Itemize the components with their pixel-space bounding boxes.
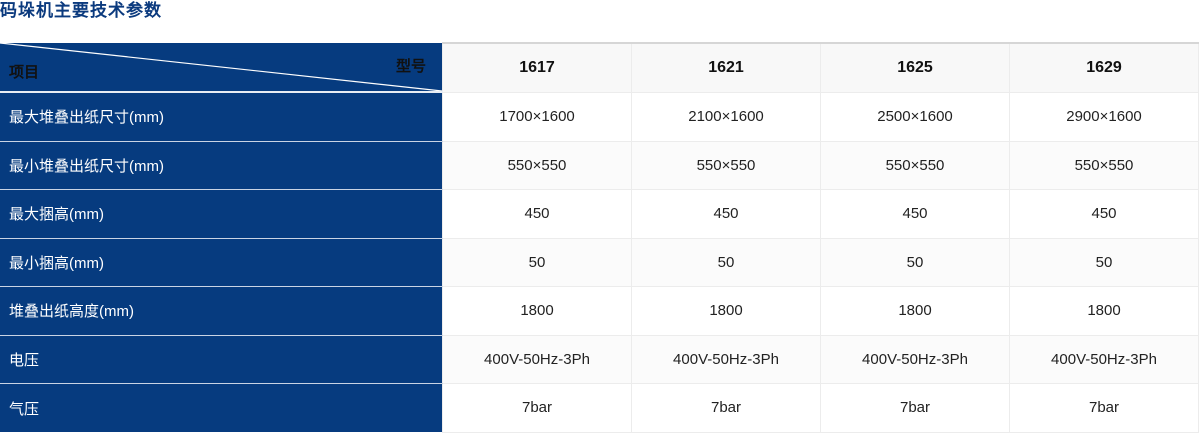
- table-row: 最小捆高(mm) 50 50 50 50: [0, 237, 1199, 287]
- table-cell: 550×550: [820, 140, 1010, 190]
- table-row: 最小堆叠出纸尺寸(mm) 550×550 550×550 550×550 550×550: [0, 140, 1199, 190]
- table-cell: 1800: [820, 286, 1010, 336]
- table-row: 气压 7bar 7bar 7bar 7bar: [0, 383, 1199, 433]
- table-cell: 7bar: [442, 383, 632, 433]
- table-cell: 1800: [1009, 286, 1199, 336]
- spec-table: 项目 型号 1617 1621 1625 1629 最大堆叠出纸尺寸(mm) 17…: [0, 42, 1199, 433]
- table-cell: 550×550: [1009, 140, 1199, 190]
- table-row: 电压 400V-50Hz-3Ph 400V-50Hz-3Ph 400V-50Hz-3P…: [0, 334, 1199, 384]
- table-cell: 400V-50Hz-3Ph: [631, 334, 821, 384]
- row-label: 气压: [0, 383, 443, 432]
- table-cell: 7bar: [820, 383, 1010, 433]
- table-cell: 2900×1600: [1009, 91, 1199, 142]
- table-cell: 1800: [631, 286, 821, 336]
- row-label: 最大捆高(mm): [0, 189, 443, 239]
- diagonal-divider: [0, 43, 442, 91]
- table-row: 堆叠出纸高度(mm) 1800 1800 1800 1800: [0, 286, 1199, 336]
- row-label: 最小捆高(mm): [0, 238, 443, 287]
- row-label: 最大堆叠出纸尺寸(mm): [0, 92, 443, 142]
- page-title: 码垛机主要技术参数: [0, 1, 162, 20]
- table-cell: 400V-50Hz-3Ph: [1009, 334, 1199, 384]
- table-cell: 50: [442, 237, 632, 287]
- table-cell: 400V-50Hz-3Ph: [820, 334, 1010, 384]
- table-cell: 450: [631, 189, 821, 239]
- table-cell: 1700×1600: [442, 91, 632, 142]
- header-row: 项目 型号 1617 1621 1625 1629: [0, 42, 1199, 93]
- table-cell: 50: [631, 237, 821, 287]
- corner-cell: 项目 型号: [0, 43, 443, 93]
- table-cell: 450: [820, 189, 1010, 239]
- table-cell: 550×550: [631, 140, 821, 190]
- model-header: 1621: [631, 42, 821, 93]
- table-cell: 7bar: [631, 383, 821, 433]
- table-cell: 400V-50Hz-3Ph: [442, 334, 632, 384]
- row-label: 堆叠出纸高度(mm): [0, 286, 443, 336]
- table-row: 最大捆高(mm) 450 450 450 450: [0, 189, 1199, 239]
- corner-col-label: 型号: [395, 58, 426, 75]
- row-label: 电压: [0, 335, 443, 384]
- table-cell: 2500×1600: [820, 91, 1010, 142]
- model-header: 1625: [820, 42, 1010, 93]
- table-cell: 550×550: [442, 140, 632, 190]
- table-cell: 50: [1009, 237, 1199, 287]
- table-cell: 450: [1009, 189, 1199, 239]
- table-cell: 2100×1600: [631, 91, 821, 142]
- model-header: 1629: [1009, 42, 1199, 93]
- table-cell: 450: [442, 189, 632, 239]
- table-cell: 7bar: [1009, 383, 1199, 433]
- corner-row-label: 项目: [9, 64, 40, 81]
- table-cell: 1800: [442, 286, 632, 336]
- model-header: 1617: [442, 42, 632, 93]
- row-label: 最小堆叠出纸尺寸(mm): [0, 141, 443, 190]
- table-row: 最大堆叠出纸尺寸(mm) 1700×1600 2100×1600 2500×1600 2…: [0, 91, 1199, 142]
- table-cell: 50: [820, 237, 1010, 287]
